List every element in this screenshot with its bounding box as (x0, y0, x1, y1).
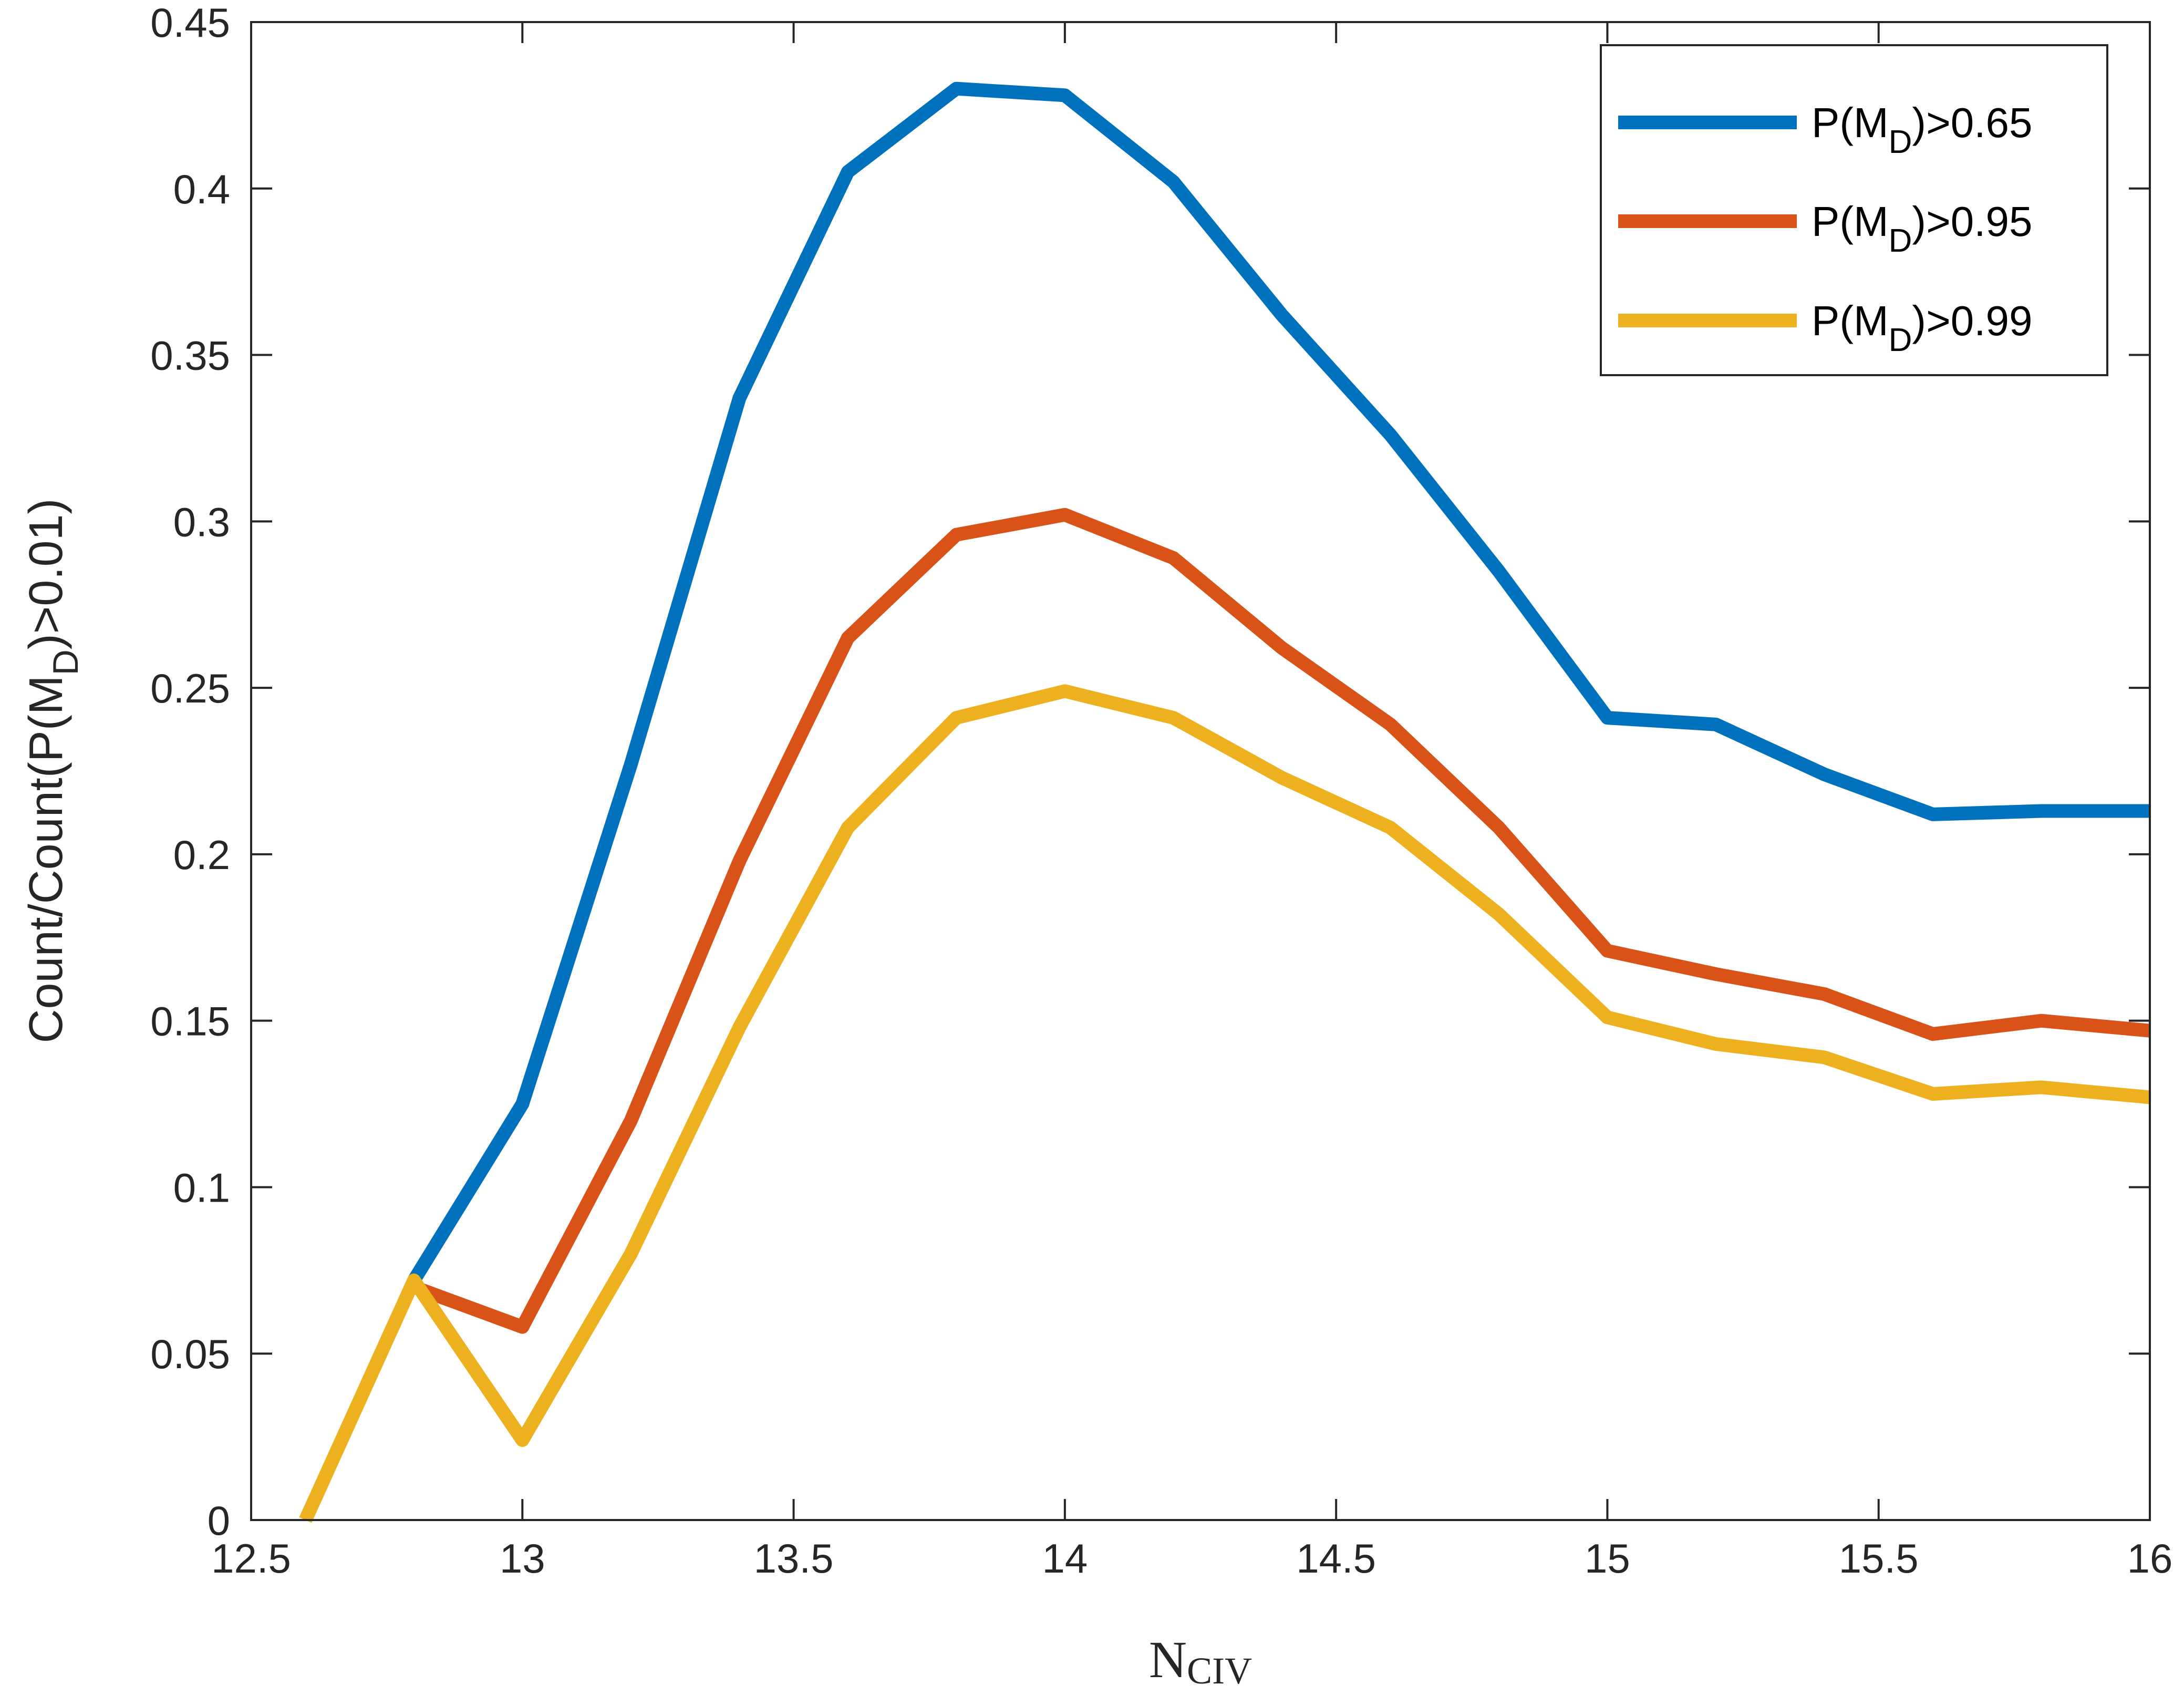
legend-label-1: P(MD)>0.95 (1812, 198, 2032, 259)
y-tick-label: 0.35 (150, 333, 230, 379)
x-tick-label: 12.5 (211, 1535, 291, 1582)
y-tick-label: 0.2 (173, 832, 230, 878)
x-tick-label: 15.5 (1839, 1535, 1919, 1582)
axes (250, 21, 2151, 1521)
legend-label-2: P(MD)>0.99 (1812, 297, 2032, 358)
legend-label-subscript: D (1889, 223, 1912, 259)
y-tick-label: 0.3 (173, 499, 230, 545)
x-axis-label-main: N (1149, 1630, 1187, 1689)
ticks: 12.5 13 13.5 14 14.5 15 15.5 16 0 0.05 0.1 0.15 0.2 0… (150, 0, 2172, 1582)
series-line-2 (299, 684, 2151, 1523)
y-tick-label: 0.25 (150, 665, 230, 711)
legend-label-text: )>0.95 (1912, 198, 2032, 245)
legend-label-text: )>0.99 (1912, 297, 2032, 344)
legend-label-subscript: D (1889, 322, 1912, 358)
legend-label-text: P(M (1812, 297, 1889, 344)
x-axis-label: NCIV (1149, 1630, 1252, 1692)
x-tick-label: 13 (500, 1535, 545, 1582)
axis-labels: NCIV Count/Count(P(MD)>0.01) (20, 498, 1252, 1692)
y-axis-label-subscript: D (46, 649, 86, 675)
plot-lines (299, 81, 2151, 1523)
x-tick-label: 15 (1585, 1535, 1630, 1582)
legend[interactable]: P(MD)>0.65P(MD)>0.95P(MD)>0.99 (1600, 44, 2108, 376)
legend-label-subscript: D (1889, 124, 1912, 160)
x-axis-label-subscript: CIV (1187, 1650, 1252, 1692)
y-tick-label: 0.05 (150, 1331, 230, 1377)
x-tick-label: 13.5 (754, 1535, 834, 1582)
y-tick-label: 0.45 (150, 0, 230, 46)
legend-label-text: P(M (1812, 198, 1889, 245)
legend-label-text: )>0.65 (1912, 99, 2032, 146)
y-tick-label: 0 (208, 1497, 230, 1544)
series-line-1 (411, 508, 2151, 1334)
x-tick-label: 14.5 (1296, 1535, 1376, 1582)
legend-label-0: P(MD)>0.65 (1812, 99, 2032, 160)
axes-box (250, 21, 2151, 1521)
y-tick-label: 0.1 (173, 1164, 230, 1211)
series-line-0 (408, 81, 2150, 1284)
y-axis-label-text: Count/Count(P(M (20, 675, 73, 1043)
y-tick-label: 0.4 (173, 166, 230, 212)
y-axis-label: Count/Count(P(MD)>0.01) (20, 498, 86, 1043)
y-axis-label-text: )>0.01) (20, 498, 73, 649)
x-tick-label: 14 (1042, 1535, 1088, 1582)
legend-label-text: P(M (1812, 99, 1889, 146)
x-tick-label: 16 (2127, 1535, 2173, 1582)
y-tick-label: 0.15 (150, 998, 230, 1045)
